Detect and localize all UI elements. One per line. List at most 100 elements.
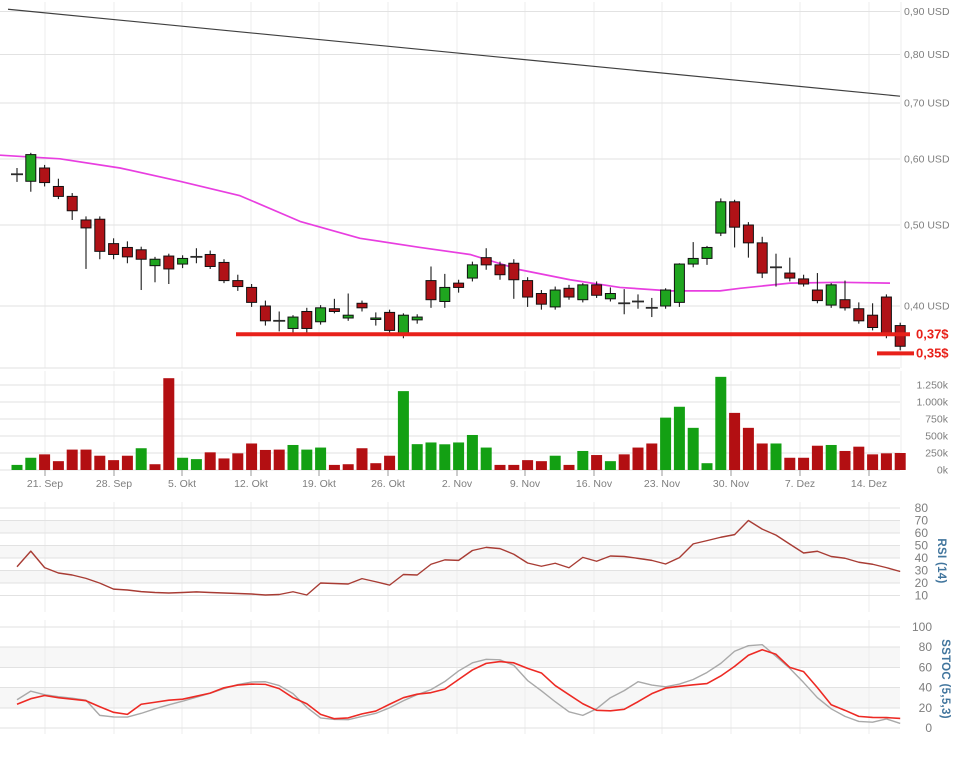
date-axis-label: 7. Dez bbox=[785, 478, 815, 490]
volume-bar bbox=[701, 463, 713, 470]
volume-bar bbox=[356, 448, 368, 470]
candle-body bbox=[673, 263, 685, 303]
candle-body bbox=[52, 185, 64, 197]
candle-body bbox=[328, 308, 340, 312]
trend-line bbox=[7, 8, 901, 97]
volume-bar bbox=[135, 448, 147, 470]
volume-bar bbox=[163, 378, 175, 470]
candle-body bbox=[439, 286, 451, 302]
candle-body bbox=[508, 262, 520, 281]
candle-body bbox=[80, 219, 92, 229]
volume-bar bbox=[549, 455, 561, 470]
candle-body bbox=[163, 255, 175, 270]
candle-body bbox=[811, 289, 823, 302]
candle-body bbox=[784, 272, 796, 279]
rsi-axis-label: 40 bbox=[915, 551, 929, 565]
candle-body bbox=[660, 289, 672, 307]
candle-body bbox=[135, 249, 147, 260]
rsi-band bbox=[0, 570, 900, 583]
date-axis-label: 2. Nov bbox=[442, 478, 473, 490]
candle-body bbox=[535, 293, 547, 305]
volume-bar bbox=[370, 463, 382, 470]
candle-body bbox=[39, 167, 51, 184]
candle-body bbox=[563, 287, 575, 298]
price-axis-label: 0,60 USD bbox=[904, 153, 950, 165]
volume-bar bbox=[715, 376, 727, 470]
stochastic-k-line bbox=[16, 648, 901, 720]
candle-body bbox=[742, 224, 754, 244]
stochastic-axis-label: 100 bbox=[912, 620, 932, 634]
candle-body bbox=[867, 314, 879, 328]
candle-body bbox=[880, 296, 892, 336]
support-level-label-0-35: 0,35$ bbox=[916, 345, 949, 361]
volume-bar bbox=[149, 464, 161, 470]
date-axis-label: 19. Okt bbox=[302, 478, 336, 490]
volume-bar bbox=[770, 443, 782, 470]
candle-body bbox=[121, 246, 133, 258]
stochastic-axis-label: 60 bbox=[919, 660, 933, 674]
stochastic-panel-title: SSTOC (5,5,3) bbox=[939, 639, 951, 719]
volume-bar bbox=[94, 455, 106, 470]
candle-body bbox=[453, 282, 465, 288]
volume-bar bbox=[259, 449, 271, 470]
candle-body bbox=[246, 286, 258, 303]
date-axis-label: 5. Okt bbox=[168, 478, 196, 490]
volume-bar bbox=[66, 449, 78, 470]
volume-bar bbox=[411, 444, 423, 470]
volume-bar bbox=[632, 447, 644, 470]
date-axis-label: 16. Nov bbox=[576, 478, 613, 490]
volume-bar bbox=[108, 460, 120, 470]
volume-bar bbox=[190, 459, 202, 470]
volume-bar bbox=[177, 457, 189, 470]
volume-bar bbox=[742, 427, 754, 470]
candle-body bbox=[204, 253, 216, 267]
price-axis-label: 0,40 USD bbox=[904, 301, 950, 313]
volume-bar bbox=[508, 464, 520, 470]
candle-body bbox=[356, 302, 368, 309]
volume-bar bbox=[798, 457, 810, 470]
candle-body bbox=[701, 246, 713, 259]
volume-bar bbox=[328, 464, 340, 470]
stochastic-axis-label: 40 bbox=[919, 681, 933, 695]
candle-body bbox=[411, 316, 423, 321]
candle-body bbox=[577, 284, 589, 301]
candle-body bbox=[715, 201, 727, 234]
rsi-axis-label: 30 bbox=[915, 564, 929, 578]
candle-body bbox=[798, 278, 810, 285]
candle-body bbox=[591, 284, 603, 296]
candle-body bbox=[839, 299, 851, 309]
stochastic-axis-label: 0 bbox=[925, 721, 932, 735]
volume-bar bbox=[867, 454, 879, 470]
volume-bar bbox=[315, 447, 327, 470]
volume-axis-label: 0k bbox=[937, 465, 949, 477]
volume-bar bbox=[439, 444, 451, 470]
volume-bar bbox=[563, 464, 575, 470]
volume-bar bbox=[246, 443, 258, 470]
volume-bar bbox=[342, 464, 354, 470]
rsi-band bbox=[0, 520, 900, 533]
volume-bar bbox=[880, 453, 892, 470]
volume-bar bbox=[522, 460, 534, 470]
volume-bar bbox=[591, 455, 603, 470]
candle-body bbox=[94, 218, 106, 252]
volume-bar bbox=[839, 450, 851, 470]
volume-bar bbox=[273, 449, 285, 470]
price-axis-label: 0,80 USD bbox=[904, 49, 950, 61]
candle-body bbox=[177, 257, 189, 265]
volume-bar bbox=[756, 443, 768, 470]
volume-bar bbox=[784, 457, 796, 470]
candle-body bbox=[397, 314, 409, 334]
candle-body bbox=[66, 195, 78, 212]
volume-bar bbox=[25, 457, 37, 470]
volume-bar bbox=[384, 455, 396, 470]
stochastic-band bbox=[0, 647, 900, 668]
volume-axis-label: 750k bbox=[925, 414, 949, 426]
date-axis-label: 9. Nov bbox=[510, 478, 541, 490]
candle-body bbox=[218, 261, 230, 282]
volume-axis-label: 1.250k bbox=[916, 380, 948, 392]
volume-bar bbox=[825, 444, 837, 470]
candle-body bbox=[604, 293, 616, 300]
volume-bar bbox=[577, 450, 589, 470]
